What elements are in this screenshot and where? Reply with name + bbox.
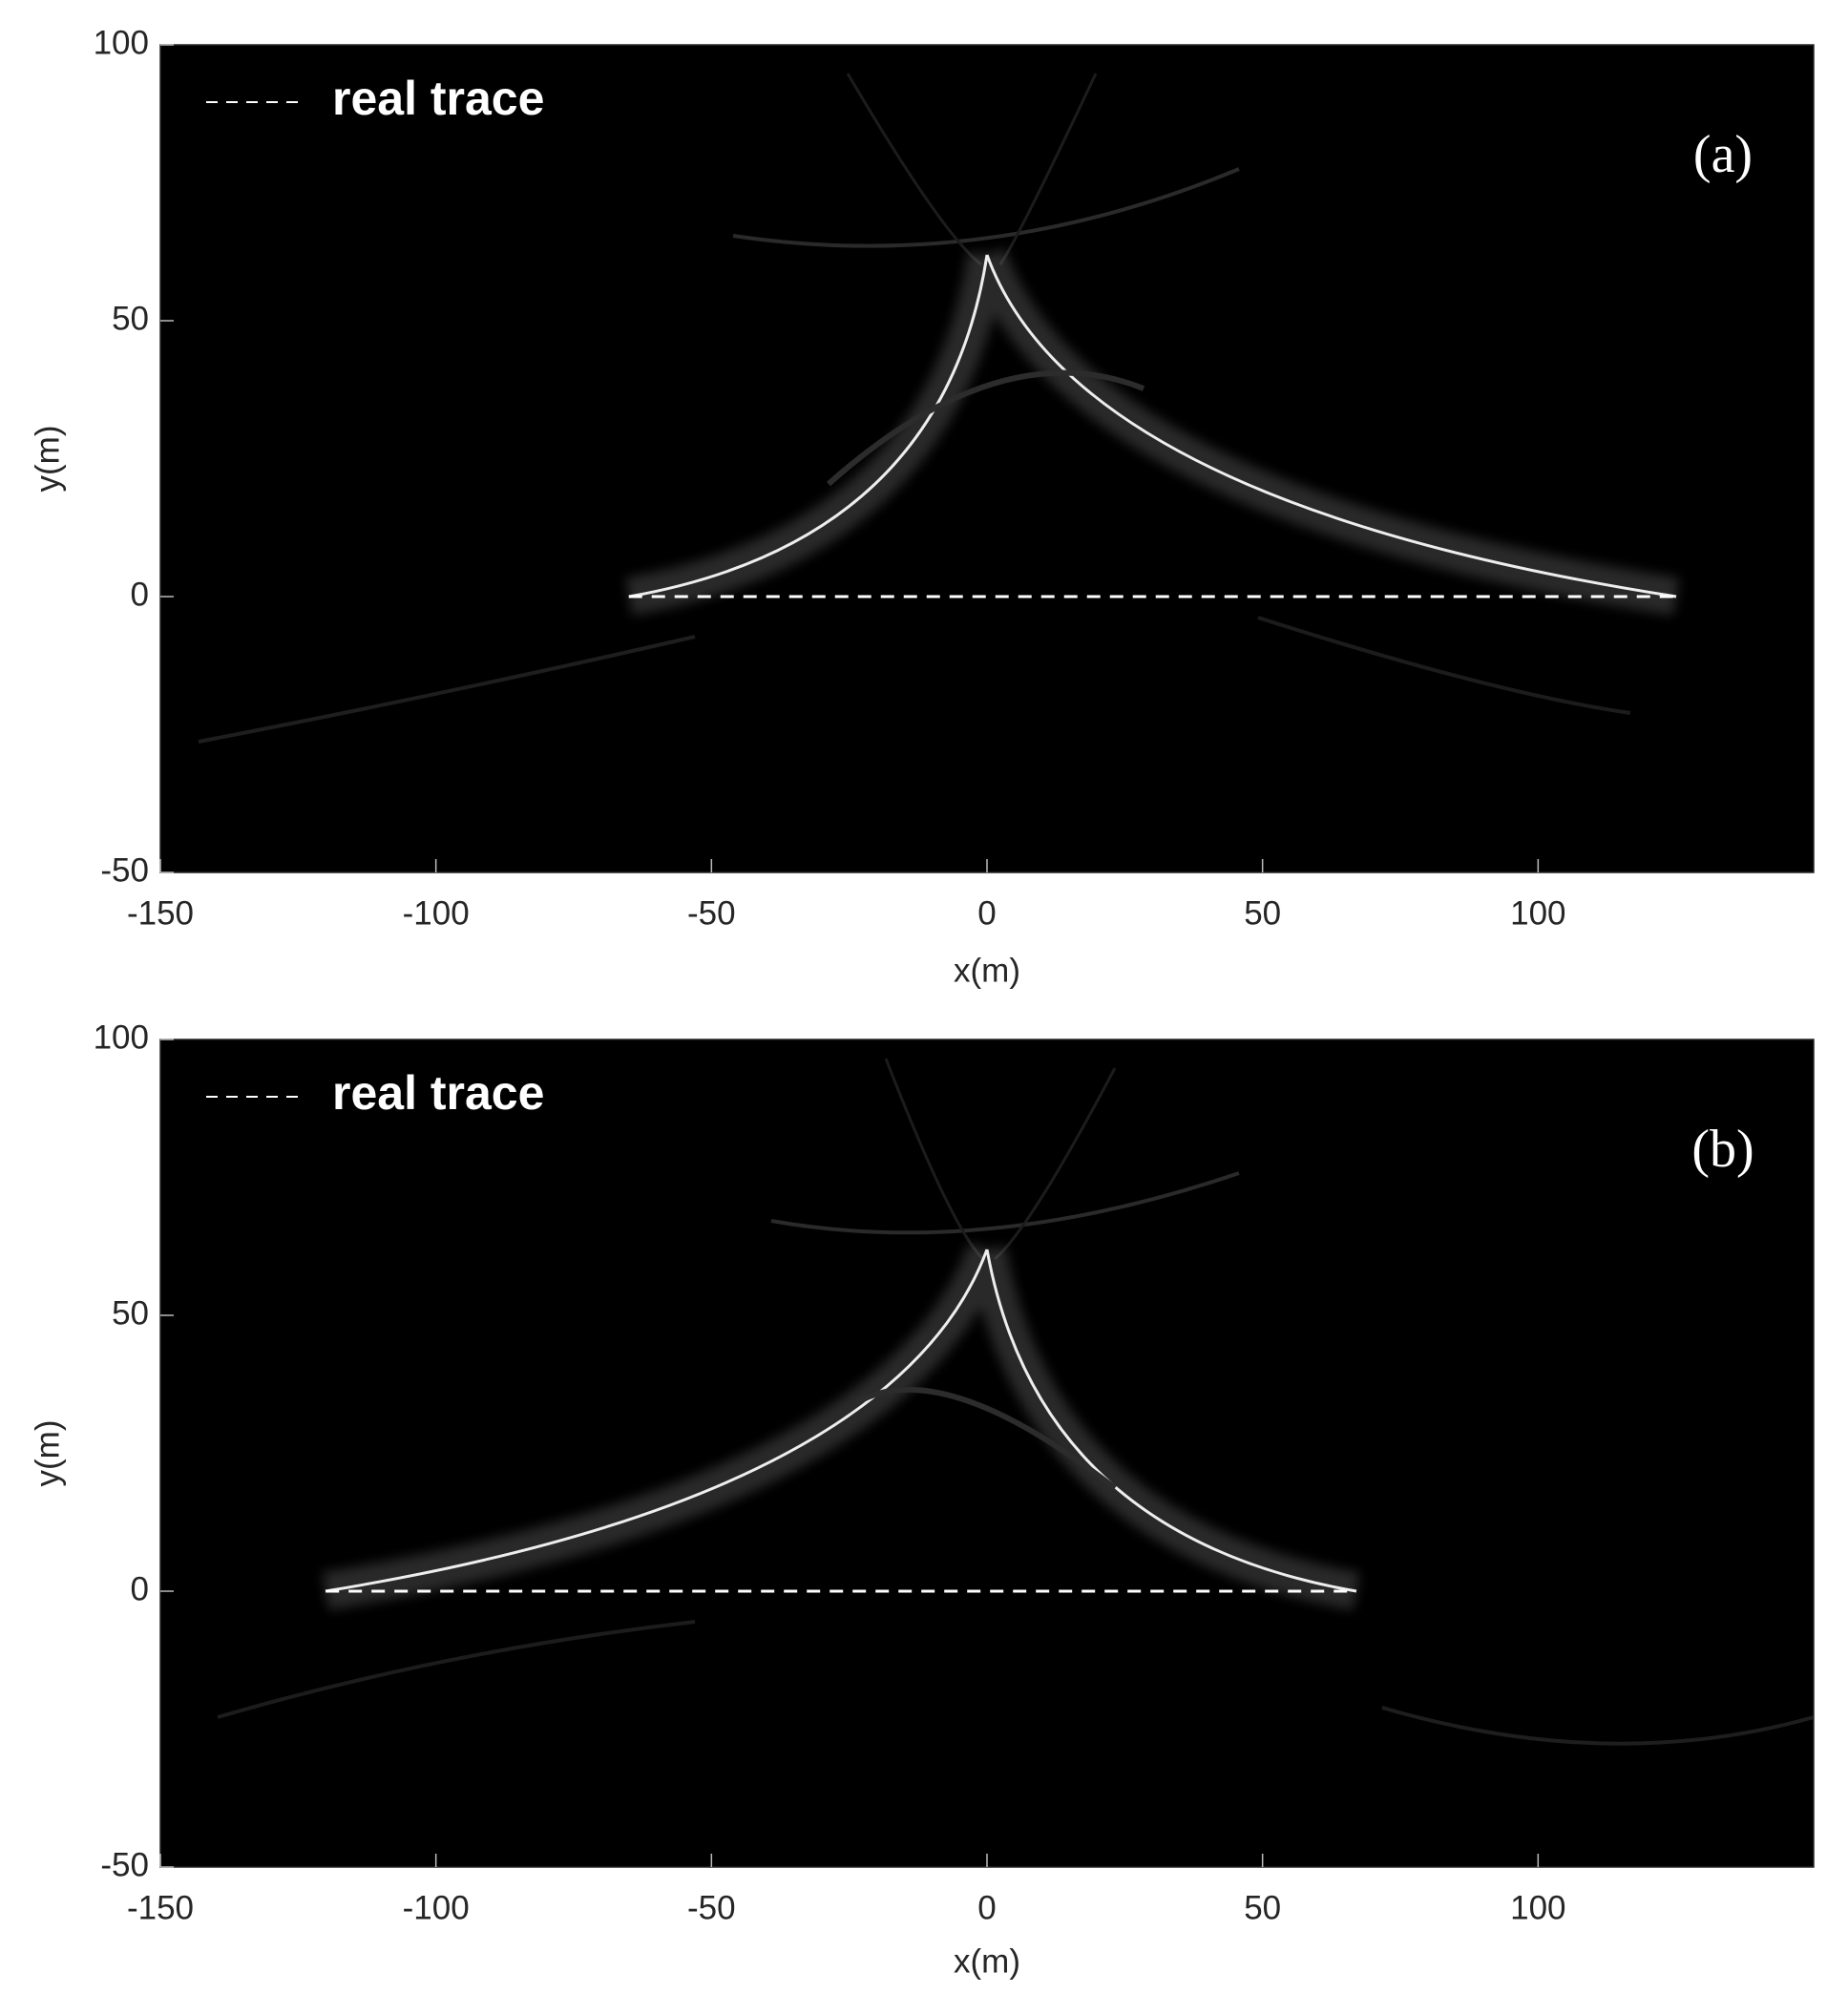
y-tick-label: 0 <box>131 1570 149 1607</box>
x-tick-label: 0 <box>977 894 996 932</box>
x-tick-label: -100 <box>403 894 470 932</box>
image-texture <box>160 1039 1815 1867</box>
x-tick-label: 50 <box>1244 1889 1281 1926</box>
panel-label: (a) <box>1693 125 1753 184</box>
x-tick-label: -50 <box>687 894 736 932</box>
y-tick-label: -50 <box>100 1846 149 1883</box>
x-axis-label: x(m) <box>954 1942 1020 1980</box>
legend-label: real trace <box>332 1066 544 1120</box>
y-tick-label: 100 <box>94 1018 149 1056</box>
y-tick-label: 0 <box>131 576 149 613</box>
y-axis-label: y(m) <box>29 1420 66 1487</box>
y-axis-label: y(m) <box>29 426 66 493</box>
x-tick-label: -100 <box>403 1889 470 1926</box>
x-tick-label: -150 <box>127 1889 194 1926</box>
y-tick-label: -50 <box>100 851 149 889</box>
legend-label: real trace <box>332 72 544 125</box>
x-axis-label: x(m) <box>954 952 1020 989</box>
x-tick-label: 0 <box>977 1889 996 1926</box>
y-tick-label: 50 <box>112 1294 149 1332</box>
y-tick-label: 50 <box>112 300 149 337</box>
x-tick-label: 100 <box>1510 894 1565 932</box>
y-tick-label: 100 <box>94 24 149 61</box>
x-tick-label: -150 <box>127 894 194 932</box>
x-tick-label: 100 <box>1510 1889 1565 1926</box>
panel-label: (b) <box>1691 1120 1754 1179</box>
x-tick-label: -50 <box>687 1889 736 1926</box>
image-texture <box>160 45 1814 872</box>
x-tick-label: 50 <box>1244 894 1281 932</box>
